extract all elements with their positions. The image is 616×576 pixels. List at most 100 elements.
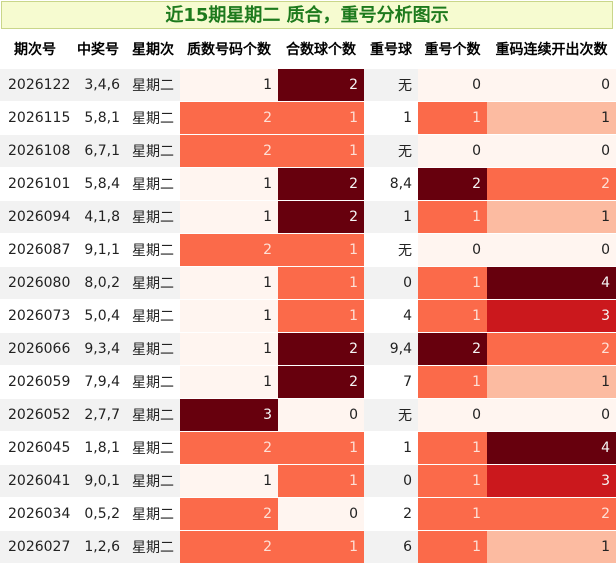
cell-repeat-count: 0: [418, 67, 487, 102]
cell-draw-numbers: 0,5,2: [70, 497, 126, 531]
cell-repeat-balls: 9,4: [364, 332, 418, 366]
cell-repeat-count: 1: [418, 464, 487, 498]
cell-repeat-streak: 0: [487, 398, 616, 432]
cell-weekday: 星期二: [126, 497, 180, 531]
cell-prime-count: 1: [180, 365, 278, 399]
table-row: 2026108 6,7,1 星期二 2 1 无 0 0: [0, 134, 616, 168]
cell-weekday: 星期二: [126, 200, 180, 234]
cell-repeat-balls: 无: [364, 398, 418, 432]
table-row: 2026094 4,1,8 星期二 1 2 1 1 1: [0, 200, 616, 234]
cell-weekday: 星期二: [126, 530, 180, 564]
cell-issue: 2026052: [0, 398, 70, 432]
cell-draw-numbers: 7,9,4: [70, 365, 126, 399]
cell-draw-numbers: 6,7,1: [70, 134, 126, 168]
table-row: 2026115 5,8,1 星期二 2 1 1 1 1: [0, 101, 616, 135]
cell-prime-count: 1: [180, 67, 278, 102]
cell-composite-count: 1: [278, 101, 364, 135]
table-row: 2026066 9,3,4 星期二 1 2 9,4 2 2: [0, 332, 616, 366]
cell-composite-count: 2: [278, 365, 364, 399]
cell-repeat-balls: 无: [364, 233, 418, 267]
cell-repeat-balls: 无: [364, 67, 418, 102]
cell-repeat-count: 0: [418, 134, 487, 168]
cell-repeat-balls: 8,4: [364, 167, 418, 201]
cell-weekday: 星期二: [126, 464, 180, 498]
cell-repeat-count: 2: [418, 167, 487, 201]
cell-repeat-balls: 1: [364, 101, 418, 135]
cell-prime-count: 1: [180, 200, 278, 234]
cell-repeat-count: 1: [418, 497, 487, 531]
cell-repeat-balls: 6: [364, 530, 418, 564]
cell-repeat-balls: 7: [364, 365, 418, 399]
cell-repeat-streak: 4: [487, 266, 616, 300]
cell-repeat-balls: 无: [364, 134, 418, 168]
cell-weekday: 星期二: [126, 431, 180, 465]
cell-composite-count: 1: [278, 464, 364, 498]
header-issue: 期次号: [0, 31, 70, 69]
cell-composite-count: 1: [278, 134, 364, 168]
table-row: 2026087 9,1,1 星期二 2 1 无 0 0: [0, 233, 616, 267]
cell-weekday: 星期二: [126, 167, 180, 201]
cell-issue: 2026045: [0, 431, 70, 465]
chart-title: 近15期星期二 质合，重号分析图示: [1, 1, 613, 29]
cell-issue: 2026041: [0, 464, 70, 498]
cell-prime-count: 2: [180, 497, 278, 531]
cell-issue: 2026094: [0, 200, 70, 234]
cell-draw-numbers: 4,1,8: [70, 200, 126, 234]
cell-prime-count: 1: [180, 464, 278, 498]
table-row: 2026027 1,2,6 星期二 2 1 6 1 1: [0, 530, 616, 564]
cell-weekday: 星期二: [126, 365, 180, 399]
cell-repeat-streak: 0: [487, 233, 616, 267]
cell-prime-count: 3: [180, 398, 278, 432]
cell-weekday: 星期二: [126, 134, 180, 168]
cell-repeat-count: 1: [418, 266, 487, 300]
cell-repeat-count: 1: [418, 365, 487, 399]
table-row: 2026101 5,8,4 星期二 1 2 8,4 2 2: [0, 167, 616, 201]
cell-draw-numbers: 1,2,6: [70, 530, 126, 564]
cell-draw-numbers: 9,0,1: [70, 464, 126, 498]
cell-weekday: 星期二: [126, 101, 180, 135]
cell-repeat-balls: 1: [364, 431, 418, 465]
cell-prime-count: 1: [180, 167, 278, 201]
cell-prime-count: 1: [180, 266, 278, 300]
cell-weekday: 星期二: [126, 332, 180, 366]
cell-repeat-count: 1: [418, 299, 487, 333]
cell-composite-count: 1: [278, 233, 364, 267]
cell-repeat-balls: 0: [364, 464, 418, 498]
header-prime-count: 质数号码个数: [180, 31, 278, 69]
cell-repeat-balls: 4: [364, 299, 418, 333]
table-row: 2026059 7,9,4 星期二 1 2 7 1 1: [0, 365, 616, 399]
cell-repeat-count: 2: [418, 332, 487, 366]
cell-repeat-count: 1: [418, 101, 487, 135]
cell-composite-count: 2: [278, 200, 364, 234]
cell-issue: 2026101: [0, 167, 70, 201]
table-row: 2026045 1,8,1 星期二 2 1 1 1 4: [0, 431, 616, 465]
cell-repeat-count: 0: [418, 233, 487, 267]
cell-composite-count: 1: [278, 299, 364, 333]
cell-weekday: 星期二: [126, 233, 180, 267]
table-row: 2026073 5,0,4 星期二 1 1 4 1 3: [0, 299, 616, 333]
cell-repeat-streak: 2: [487, 167, 616, 201]
header-repeat-streak: 重码连续开出次数: [487, 31, 616, 69]
header-draw: 中奖号: [70, 31, 126, 69]
header-repeat-balls: 重号球: [364, 31, 418, 69]
cell-prime-count: 1: [180, 332, 278, 366]
cell-prime-count: 1: [180, 299, 278, 333]
cell-composite-count: 0: [278, 398, 364, 432]
cell-draw-numbers: 2,7,7: [70, 398, 126, 432]
cell-repeat-balls: 2: [364, 497, 418, 531]
cell-composite-count: 0: [278, 497, 364, 531]
cell-weekday: 星期二: [126, 299, 180, 333]
cell-prime-count: 2: [180, 101, 278, 135]
table-body: 2026122 3,4,6 星期二 1 2 无 0 0 2026115 5,8,1 星期二 2 1 1 1 1…: [0, 67, 616, 564]
cell-draw-numbers: 9,1,1: [70, 233, 126, 267]
cell-prime-count: 2: [180, 530, 278, 564]
table-row: 2026052 2,7,7 星期二 3 0 无 0 0: [0, 398, 616, 432]
cell-issue: 2026122: [0, 67, 70, 102]
cell-issue: 2026027: [0, 530, 70, 564]
cell-issue: 2026066: [0, 332, 70, 366]
cell-repeat-streak: 3: [487, 299, 616, 333]
table-row: 2026041 9,0,1 星期二 1 1 0 1 3: [0, 464, 616, 498]
cell-repeat-streak: 1: [487, 200, 616, 234]
header-repeat-count: 重号个数: [418, 31, 487, 69]
cell-repeat-count: 0: [418, 398, 487, 432]
